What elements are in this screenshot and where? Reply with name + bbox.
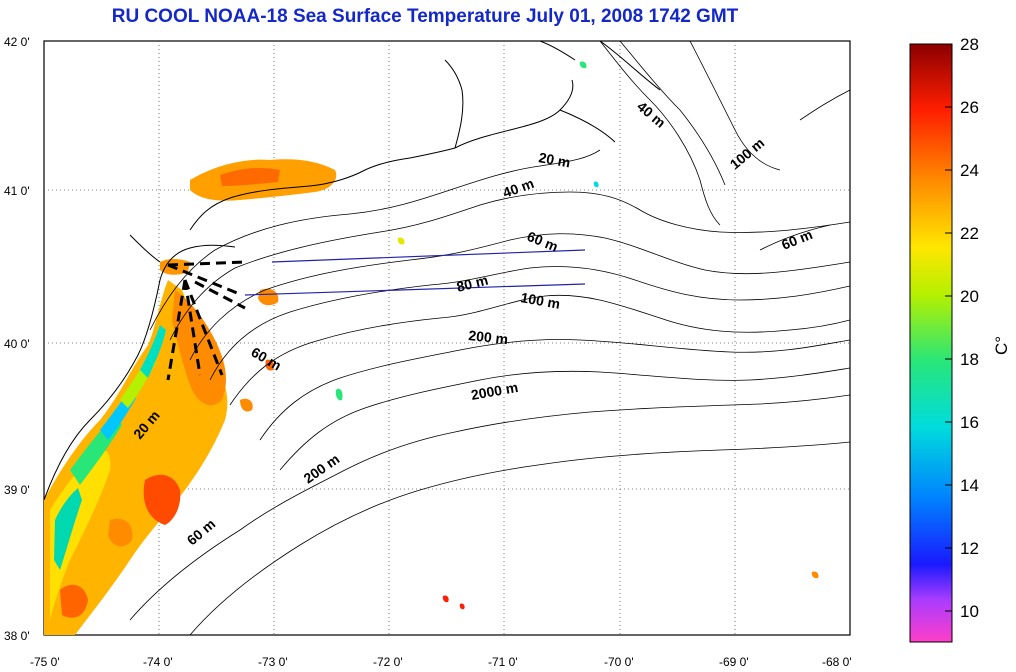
colorbar-tick-label: 26 — [960, 98, 979, 117]
colorbar-tick-label: 20 — [960, 287, 979, 306]
colorbar-tick-label: 10 — [960, 602, 979, 621]
lon-tick-label: -69 0' — [719, 655, 749, 669]
isobath-label: 20 m — [537, 149, 571, 170]
lon-axis: -75 0' -74 0' -73 0' -72 0' -71 0' -70 0… — [30, 655, 852, 669]
colorbar-gradient — [909, 43, 953, 643]
colorbar-tick-label: 18 — [960, 350, 979, 369]
lon-tick-label: -70 0' — [604, 655, 634, 669]
isobath-label: 200 m — [468, 327, 509, 347]
colorbar-tick-label: 12 — [960, 539, 979, 558]
lat-axis: 42 0' 41 0' 40 0' 39 0' 38 0' — [4, 35, 30, 643]
map-title: RU COOL NOAA-18 Sea Surface Temperature … — [111, 6, 739, 27]
lon-tick-label: -68 0' — [822, 655, 852, 669]
isobath-lines — [129, 41, 850, 635]
lat-tick-label: 42 0' — [4, 35, 30, 49]
lon-tick-label: -74 0' — [143, 655, 173, 669]
sst-patches — [44, 61, 819, 635]
lon-tick-label: -75 0' — [30, 655, 60, 669]
isobath-label: 100 m — [519, 289, 561, 312]
coastline — [44, 41, 661, 501]
lat-tick-label: 41 0' — [4, 184, 30, 198]
colorbar-unit-label: C° — [992, 336, 1011, 355]
isobath-label: 80 m — [455, 272, 490, 295]
lon-tick-label: -73 0' — [258, 655, 288, 669]
lat-tick-label: 38 0' — [4, 629, 30, 643]
colorbar-tick-label: 22 — [960, 224, 979, 243]
lon-tick-label: -71 0' — [488, 655, 518, 669]
colorbar: 28 26 24 22 20 18 16 14 12 10 C° — [909, 35, 1011, 643]
colorbar-tick-label: 16 — [960, 413, 979, 432]
lat-tick-label: 39 0' — [4, 483, 30, 497]
dashed-survey-lines — [166, 260, 246, 381]
colorbar-tick-label: 14 — [960, 476, 979, 495]
lon-tick-label: -72 0' — [373, 655, 403, 669]
lat-tick-label: 40 0' — [4, 337, 30, 351]
colorbar-tick-label: 24 — [960, 161, 979, 180]
glider-transects — [244, 249, 586, 296]
colorbar-tick-label: 28 — [960, 35, 979, 54]
